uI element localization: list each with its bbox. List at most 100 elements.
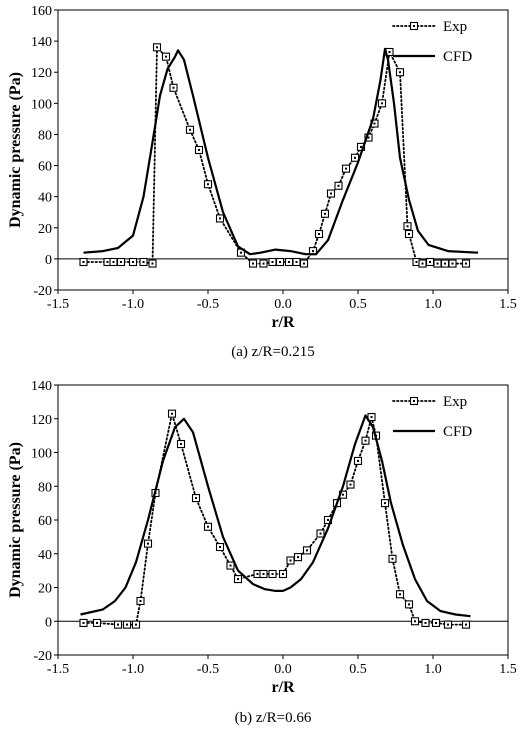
y-tick-label: 20 — [38, 582, 52, 597]
data-point-center — [408, 603, 410, 606]
data-point-center — [367, 136, 370, 139]
data-point-center — [147, 542, 149, 545]
y-tick-label: 40 — [38, 191, 52, 206]
data-point-center — [198, 149, 200, 151]
y-tick-label: 0 — [45, 253, 52, 268]
x-tick-label: -0.5 — [197, 662, 219, 677]
data-point-center — [282, 573, 284, 575]
data-point-center — [82, 621, 85, 624]
data-point-center — [151, 262, 154, 265]
x-tick-label: 0.0 — [274, 662, 292, 677]
y-tick-label: 60 — [38, 160, 52, 175]
data-point-center — [373, 122, 376, 125]
data-point-center — [189, 128, 191, 131]
y-tick-label: 100 — [31, 97, 52, 112]
data-point-center — [229, 564, 232, 567]
data-point-center — [195, 497, 197, 500]
x-tick-label: 1.0 — [424, 297, 442, 312]
panel-caption: (a) z/R=0.215 — [231, 344, 314, 360]
x-tick-label: 1.0 — [424, 662, 442, 677]
data-point-center — [391, 557, 394, 560]
data-point-center — [135, 623, 137, 626]
series-line-exp — [82, 413, 467, 626]
data-point-center — [256, 573, 259, 575]
data-point-center — [262, 573, 265, 575]
data-point-center — [117, 623, 119, 626]
x-tick-label: 0.5 — [349, 297, 367, 312]
y-tick-label: -20 — [33, 284, 52, 299]
data-point-center — [399, 593, 401, 596]
x-axis-label: r/R — [271, 314, 295, 331]
y-tick-label: 160 — [31, 4, 52, 19]
data-point-center — [271, 261, 274, 263]
data-point-center — [96, 621, 98, 624]
y-tick-label: 140 — [31, 379, 52, 394]
data-point-center — [297, 556, 299, 559]
data-point-center — [207, 183, 209, 186]
data-point-center — [312, 250, 314, 253]
data-point-center — [327, 519, 329, 521]
series-line-cfd — [80, 414, 471, 618]
data-point-center — [370, 416, 373, 419]
data-point-center — [271, 573, 274, 575]
data-point-center — [424, 621, 427, 624]
data-point-center — [237, 578, 239, 581]
data-point-center — [139, 600, 142, 602]
y-tick-label: 20 — [38, 222, 52, 237]
series-line-cfd — [83, 47, 479, 256]
data-point-center — [82, 261, 85, 263]
data-point-center — [219, 217, 221, 220]
data-point-center — [165, 55, 167, 58]
data-point-center — [337, 184, 340, 187]
data-point-center — [172, 86, 175, 89]
data-point-center — [295, 261, 298, 263]
data-point-center — [171, 412, 173, 415]
data-point-center — [408, 233, 410, 235]
data-point-center — [447, 623, 449, 626]
data-point-center — [444, 262, 446, 265]
data-point-center — [342, 493, 344, 496]
chart-panel-a: -1.5 -1.0 -0.5 0.0 0.5 1.0 1.5 -20 0 20 40 60 80 100 1… — [7, 4, 517, 360]
y-axis-label: Dynamic pressure (Pa) — [7, 72, 24, 228]
data-point-center — [126, 623, 128, 626]
data-point-center — [319, 532, 322, 535]
chart-panel-b: -1.5 -1.0 -0.5 0.0 0.5 1.0 1.5 -20 0 20 40 60 80 100 1… — [7, 379, 517, 726]
x-tick-label: -1.0 — [122, 662, 144, 677]
plot-frame — [57, 384, 509, 656]
x-tick-label: -1.5 — [47, 662, 69, 677]
data-point-center — [364, 439, 367, 442]
data-point-center — [465, 623, 467, 626]
x-tick-label: -0.5 — [197, 297, 219, 312]
data-point-center — [406, 225, 409, 228]
data-point-center — [132, 261, 134, 263]
data-point-center — [357, 459, 359, 462]
data-point-center — [112, 261, 115, 263]
y-tick-label: 120 — [31, 413, 52, 428]
y-tick-label: 140 — [31, 35, 52, 50]
data-point-center — [415, 261, 418, 263]
data-point-center — [388, 51, 391, 53]
data-point-center — [288, 261, 290, 263]
x-axis-label: r/R — [271, 679, 295, 696]
data-point-center — [399, 71, 401, 74]
panel-caption: (b) z/R=0.66 — [235, 710, 312, 726]
y-tick-label: -20 — [33, 649, 52, 664]
data-point-center — [451, 262, 454, 265]
y-tick-label: 60 — [38, 514, 52, 529]
legend-label-cfd: CFD — [443, 424, 472, 440]
legend-label-cfd: CFD — [443, 49, 472, 65]
data-point-center — [279, 261, 281, 263]
data-point-center — [360, 145, 362, 148]
data-point-center — [252, 262, 254, 265]
data-point-center — [384, 502, 386, 505]
y-tick-label: 80 — [38, 480, 52, 495]
x-tick-label: 1.5 — [499, 297, 517, 312]
data-point-center — [330, 192, 332, 195]
data-point-center — [156, 46, 158, 49]
legend-label-exp: Exp — [443, 19, 467, 35]
data-point-center — [262, 262, 265, 265]
data-point-center — [106, 261, 109, 263]
data-point-center — [435, 621, 437, 624]
data-point-center — [303, 262, 305, 265]
